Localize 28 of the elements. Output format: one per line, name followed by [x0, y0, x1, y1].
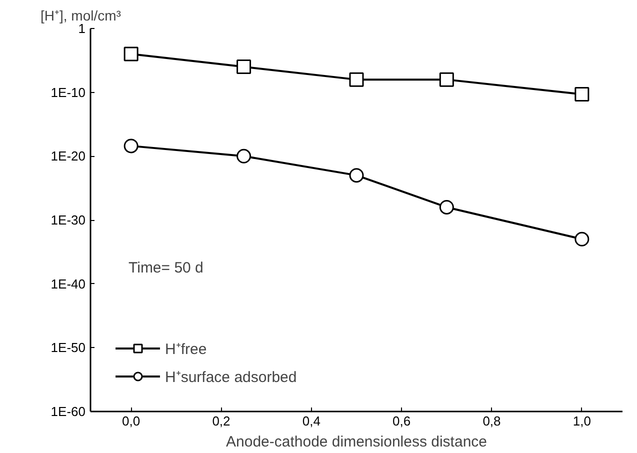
y-tick-label: 1E-50 [50, 340, 86, 356]
x-tick-label: 0,8 [482, 414, 501, 428]
x-tick-label: 1,0 [572, 414, 591, 428]
point [574, 232, 590, 246]
point [439, 200, 454, 214]
legend-label: H⁺surface adsorbed [165, 368, 297, 386]
point [236, 60, 252, 74]
x-tick-label: 0,4 [302, 414, 320, 428]
x-tick-label: 0,2 [212, 414, 230, 428]
point [574, 87, 590, 102]
point [124, 138, 138, 154]
legend-label: H⁺free [165, 340, 207, 358]
y-tick-label: 1 [78, 21, 86, 36]
x-tick-label: 0,0 [122, 414, 140, 428]
point [439, 72, 454, 87]
x-tick-label: 0,6 [392, 414, 411, 428]
y-tick-label: 1E-10 [50, 84, 86, 100]
x-axis-title: Anode-cathode dimensionless distance [226, 434, 487, 450]
y-axis-title: [H⁺], mol/cm³ [40, 8, 122, 24]
y-tick-label: 1E-60 [50, 404, 86, 419]
y-tick-label: 1E-30 [50, 212, 86, 228]
annotation: Time= 50 d [128, 260, 204, 276]
y-tick-label: 1E-20 [50, 148, 86, 164]
point [349, 72, 364, 87]
point [349, 168, 364, 183]
point [236, 148, 252, 164]
point [124, 46, 138, 62]
y-tick-label: 1E-40 [50, 276, 86, 292]
